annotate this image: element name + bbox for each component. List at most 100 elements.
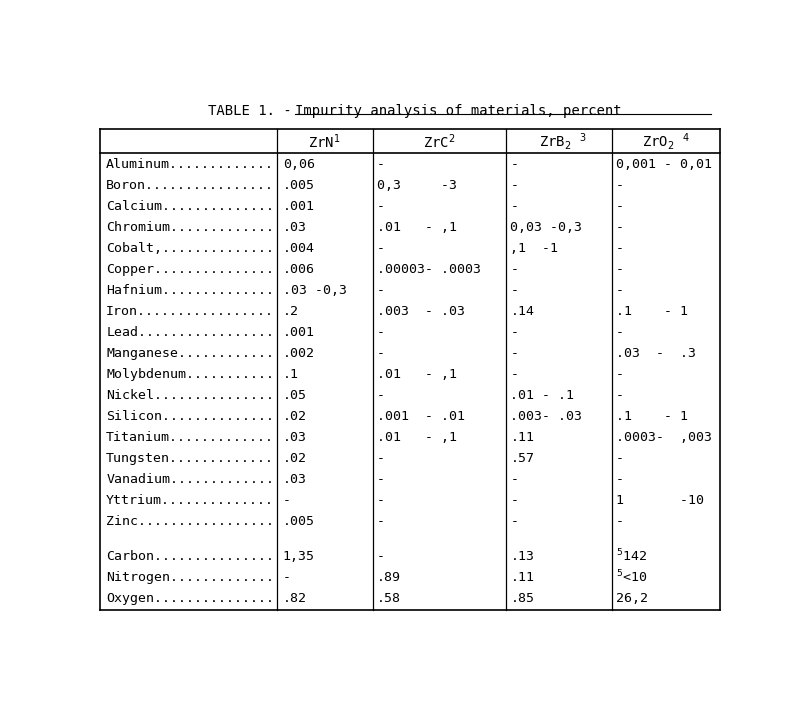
- Text: .005: .005: [283, 179, 315, 192]
- Text: -: -: [616, 473, 624, 486]
- Text: Titanium.............: Titanium.............: [106, 431, 274, 444]
- Text: Nitrogen.............: Nitrogen.............: [106, 571, 274, 584]
- Text: -: -: [510, 369, 518, 381]
- Text: Tungsten.............: Tungsten.............: [106, 452, 274, 465]
- Text: .11: .11: [510, 571, 534, 584]
- Text: ZrO$_2$ $^4$: ZrO$_2$ $^4$: [642, 130, 690, 152]
- Text: -: -: [510, 347, 518, 360]
- Text: Copper...............: Copper...............: [106, 263, 274, 276]
- Text: Silicon..............: Silicon..............: [106, 410, 274, 423]
- Text: .01   - ,1: .01 - ,1: [377, 369, 457, 381]
- Text: Yttrium..............: Yttrium..............: [106, 494, 274, 507]
- Text: -: -: [510, 179, 518, 192]
- Text: Cobalt,..............: Cobalt,..............: [106, 242, 274, 255]
- Text: ZrB$_2$ $^3$: ZrB$_2$ $^3$: [539, 130, 587, 152]
- Text: 0,03 -0,3: 0,03 -0,3: [510, 222, 582, 234]
- Text: 0,001 - 0,01: 0,001 - 0,01: [616, 158, 712, 171]
- Text: Impurity analysis of materials, percent: Impurity analysis of materials, percent: [295, 104, 622, 118]
- Text: $^5$142: $^5$142: [616, 548, 647, 565]
- Text: .006: .006: [283, 263, 315, 276]
- Text: .82: .82: [283, 592, 307, 605]
- Text: .001  - .01: .001 - .01: [377, 410, 465, 423]
- Text: -: -: [616, 222, 624, 234]
- Text: -: -: [616, 242, 624, 255]
- Text: .14: .14: [510, 305, 534, 318]
- Text: -: -: [377, 285, 385, 298]
- Text: .0003-  ,003: .0003- ,003: [616, 431, 712, 444]
- Text: Vanadium.............: Vanadium.............: [106, 473, 274, 486]
- Text: .002: .002: [283, 347, 315, 360]
- Text: Chromium.............: Chromium.............: [106, 222, 274, 234]
- Text: Hafnium..............: Hafnium..............: [106, 285, 274, 298]
- Text: -: -: [510, 158, 518, 171]
- Text: .03: .03: [283, 473, 307, 486]
- Text: -: -: [377, 200, 385, 214]
- Text: -: -: [510, 285, 518, 298]
- Text: -: -: [616, 389, 624, 402]
- Text: TABLE 1. -: TABLE 1. -: [209, 104, 301, 118]
- Text: .2: .2: [283, 305, 299, 318]
- Text: 1,35: 1,35: [283, 550, 315, 563]
- Text: 0,06: 0,06: [283, 158, 315, 171]
- Text: $^5$<10: $^5$<10: [616, 569, 647, 586]
- Text: .03: .03: [283, 431, 307, 444]
- Text: -: -: [377, 473, 385, 486]
- Text: -: -: [377, 550, 385, 563]
- Text: -: -: [510, 326, 518, 339]
- Text: .1    - 1: .1 - 1: [616, 305, 688, 318]
- Text: 26,2: 26,2: [616, 592, 648, 605]
- Text: Aluminum.............: Aluminum.............: [106, 158, 274, 171]
- Text: .89: .89: [377, 571, 401, 584]
- Text: -: -: [377, 326, 385, 339]
- Text: .01 - .1: .01 - .1: [510, 389, 574, 402]
- Text: -: -: [283, 571, 291, 584]
- Text: -: -: [377, 242, 385, 255]
- Text: -: -: [616, 200, 624, 214]
- Text: .003  - .03: .003 - .03: [377, 305, 465, 318]
- Text: Iron.................: Iron.................: [106, 305, 274, 318]
- Text: Boron................: Boron................: [106, 179, 274, 192]
- Text: Carbon...............: Carbon...............: [106, 550, 274, 563]
- Text: .58: .58: [377, 592, 401, 605]
- Text: -: -: [510, 473, 518, 486]
- Text: .1    - 1: .1 - 1: [616, 410, 688, 423]
- Text: .001: .001: [283, 200, 315, 214]
- Text: Oxygen...............: Oxygen...............: [106, 592, 274, 605]
- Text: -: -: [377, 389, 385, 402]
- Text: .001: .001: [283, 326, 315, 339]
- Text: .02: .02: [283, 452, 307, 465]
- Text: -: -: [377, 452, 385, 465]
- Text: -: -: [510, 263, 518, 276]
- Text: .11: .11: [510, 431, 534, 444]
- Text: Manganese............: Manganese............: [106, 347, 274, 360]
- Text: ,1  -1: ,1 -1: [510, 242, 558, 255]
- Text: -: -: [377, 494, 385, 507]
- Text: .005: .005: [283, 515, 315, 528]
- Text: -: -: [283, 494, 291, 507]
- Text: .003- .03: .003- .03: [510, 410, 582, 423]
- Text: -: -: [616, 285, 624, 298]
- Text: Calcium..............: Calcium..............: [106, 200, 274, 214]
- Text: Molybdenum...........: Molybdenum...........: [106, 369, 274, 381]
- Text: -: -: [616, 369, 624, 381]
- Text: Nickel...............: Nickel...............: [106, 389, 274, 402]
- Text: -: -: [377, 158, 385, 171]
- Text: .03: .03: [283, 222, 307, 234]
- Text: .01   - ,1: .01 - ,1: [377, 431, 457, 444]
- Text: .02: .02: [283, 410, 307, 423]
- Text: .1: .1: [283, 369, 299, 381]
- Text: -: -: [616, 263, 624, 276]
- Text: .03  -  .3: .03 - .3: [616, 347, 696, 360]
- Text: -: -: [616, 515, 624, 528]
- Text: 1       -10: 1 -10: [616, 494, 704, 507]
- Text: -: -: [616, 326, 624, 339]
- Text: .01   - ,1: .01 - ,1: [377, 222, 457, 234]
- Text: .03 -0,3: .03 -0,3: [283, 285, 347, 298]
- Text: Lead.................: Lead.................: [106, 326, 274, 339]
- Text: -: -: [510, 515, 518, 528]
- Text: ZrC$^2$: ZrC$^2$: [423, 132, 455, 151]
- Text: .00003- .0003: .00003- .0003: [377, 263, 481, 276]
- Text: -: -: [616, 452, 624, 465]
- Text: .85: .85: [510, 592, 534, 605]
- Text: 0,3     -3: 0,3 -3: [377, 179, 457, 192]
